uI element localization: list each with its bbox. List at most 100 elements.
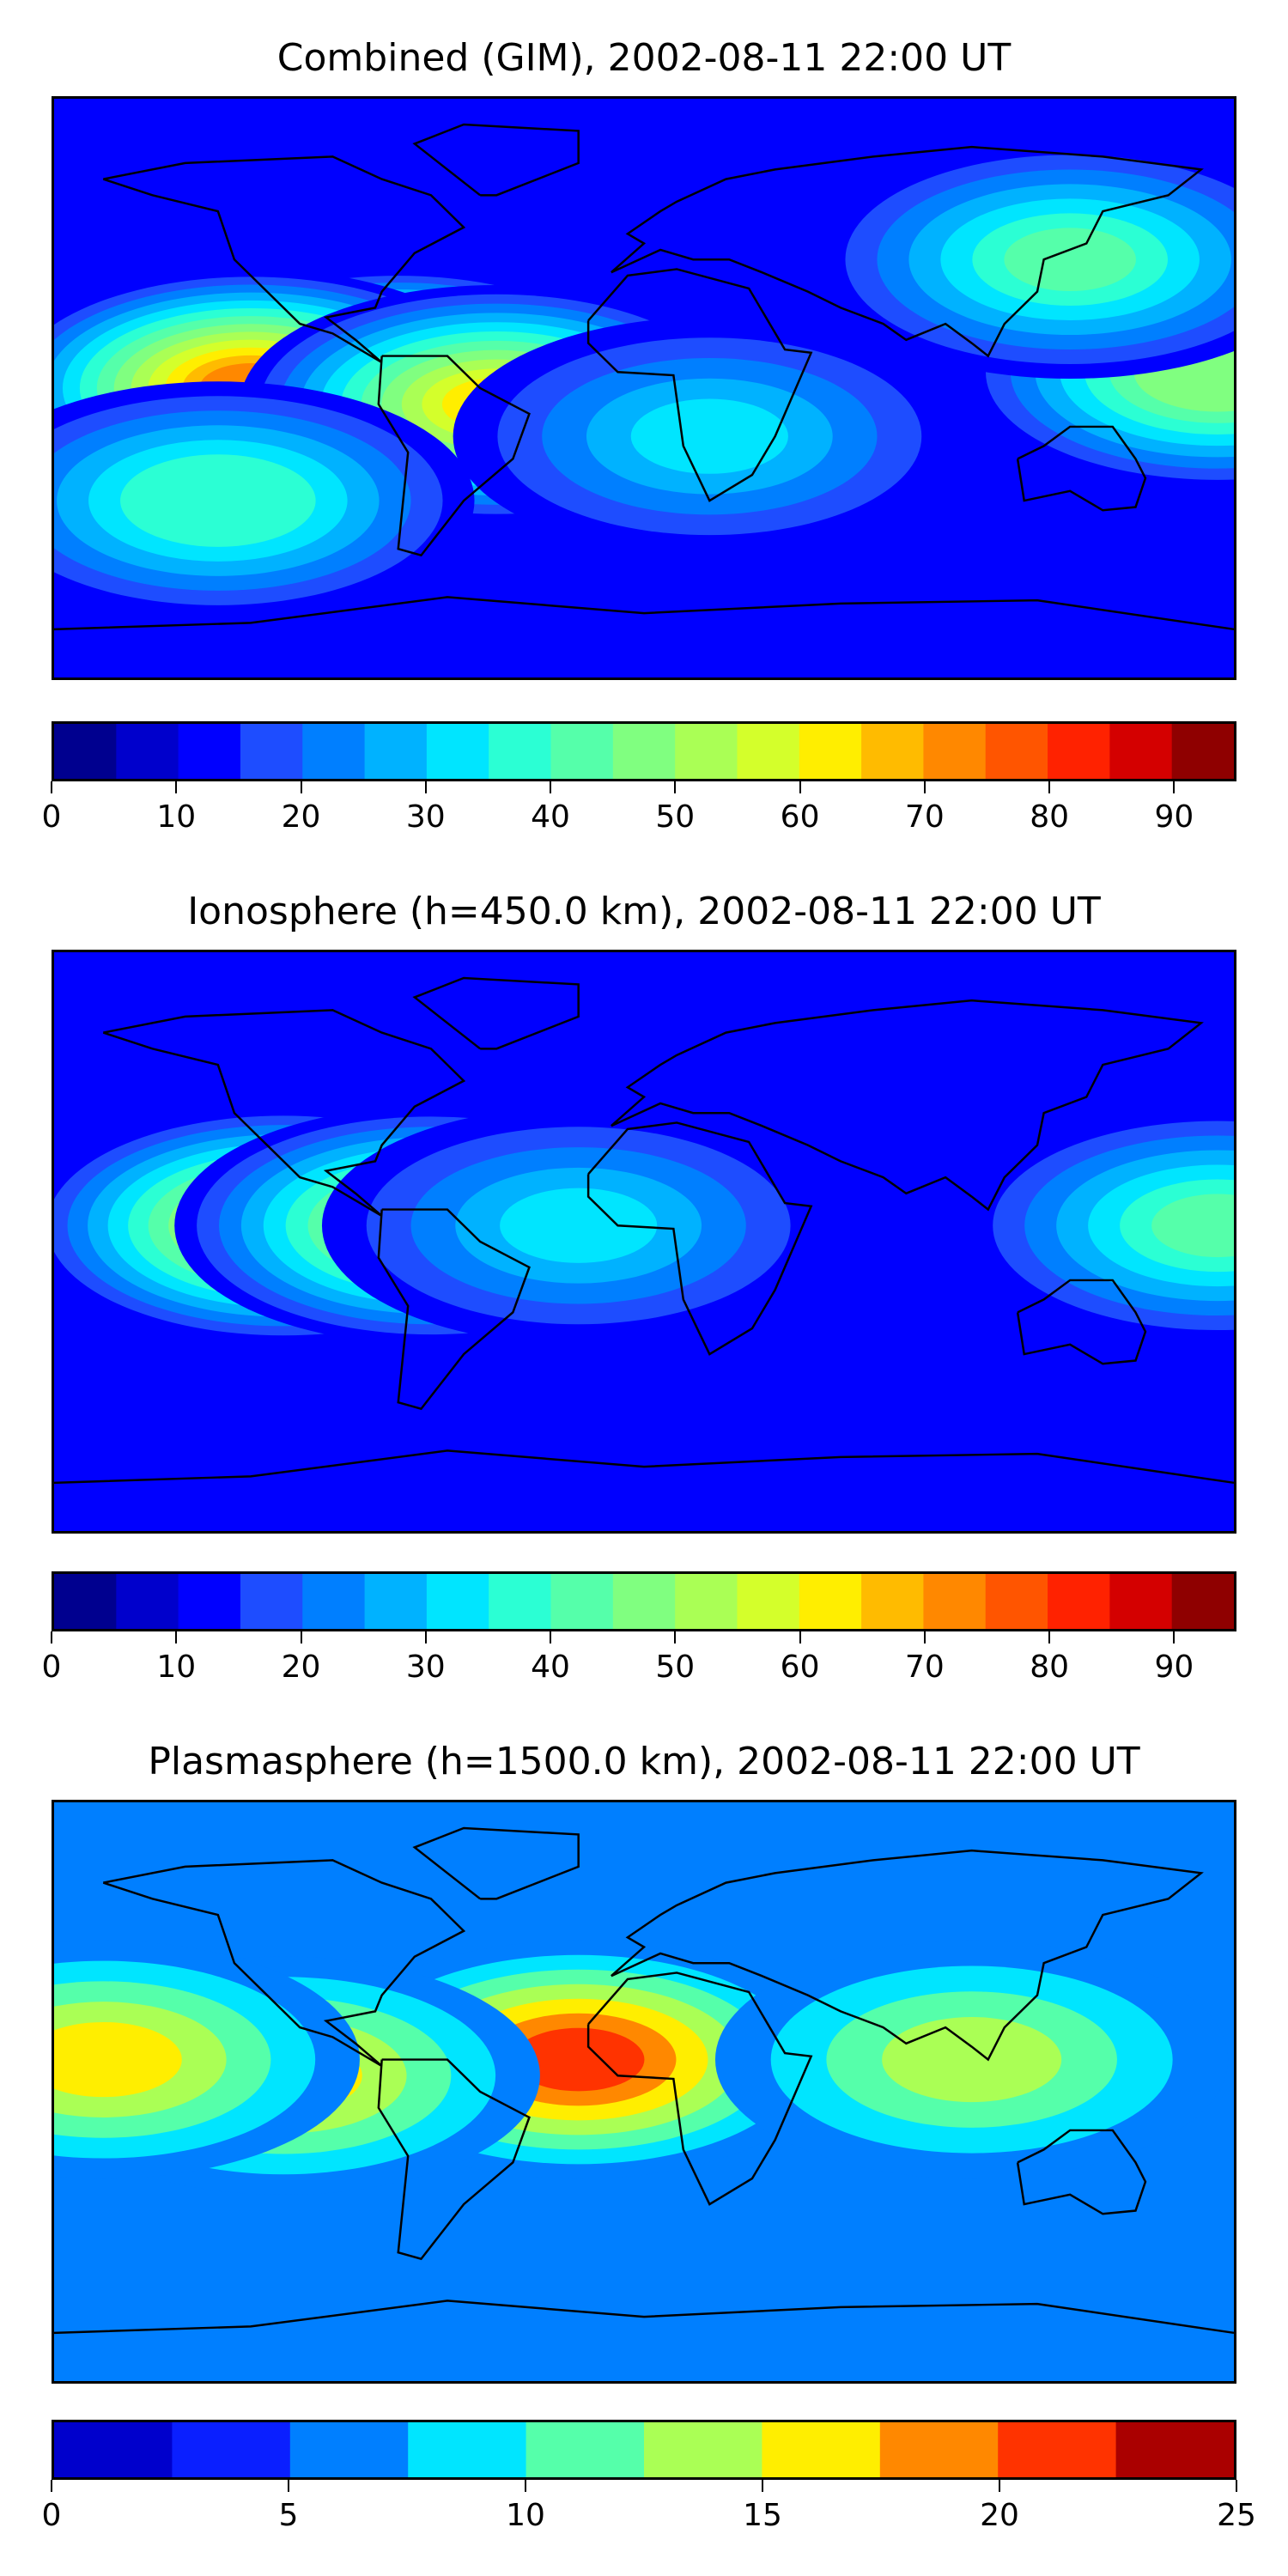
colorbar-swatch-4 xyxy=(526,2422,645,2477)
colorbar-tick-label: 15 xyxy=(743,2498,782,2533)
colorbar-tick-mark xyxy=(175,781,178,793)
colorbar-tick-label: 70 xyxy=(904,1649,945,1685)
contour-level-0-6 xyxy=(512,2027,645,2092)
colorbar-tick-mark xyxy=(674,1631,677,1643)
contour-level-3-4 xyxy=(500,1188,658,1263)
colorbar-tick-mark xyxy=(424,1631,427,1643)
coastline-2 xyxy=(586,1971,813,2206)
colorbar-swatch-1 xyxy=(172,2422,291,2477)
colorbar-swatch-3 xyxy=(240,1574,303,1629)
panel-3-title: Plasmasphere (h=1500.0 km), 2002-08-11 2… xyxy=(148,1740,1140,1783)
colorbar-tick-label: 50 xyxy=(655,799,696,835)
colorbar-tick-label: 60 xyxy=(780,1649,820,1685)
colorbar-swatch-9 xyxy=(612,1574,676,1629)
colorbar-tick-label: 30 xyxy=(405,1649,446,1685)
colorbar-tick-label: 50 xyxy=(655,1649,696,1685)
coastline-6 xyxy=(54,2300,1234,2335)
colorbar-swatch-1 xyxy=(116,1574,179,1629)
panel-1-colorbar-ticks: 0 10 20 30 40 50 60 70 80 90 xyxy=(42,781,1236,835)
panel-2-colorbar xyxy=(52,1571,1236,1631)
colorbar-tick-mark xyxy=(300,1631,302,1643)
colorbar-tick-mark xyxy=(923,1631,926,1643)
colorbar-tick-label: 60 xyxy=(780,799,820,835)
colorbar-swatch-17 xyxy=(1109,724,1173,779)
colorbar-tick-label: 5 xyxy=(278,2498,299,2533)
contour-level-6-5 xyxy=(120,454,316,547)
colorbar-swatch-14 xyxy=(923,724,987,779)
colorbar-tick-mark xyxy=(923,781,926,793)
colorbar-swatch-3 xyxy=(240,724,303,779)
colorbar-swatch-13 xyxy=(861,724,924,779)
colorbar-tick-label: 40 xyxy=(531,1649,570,1685)
colorbar-swatch-2 xyxy=(178,1574,241,1629)
colorbar-tick-mark xyxy=(288,2480,289,2492)
colorbar-swatch-18 xyxy=(1171,724,1234,779)
colorbar-swatch-17 xyxy=(1109,1574,1173,1629)
contour-level-2-6 xyxy=(1151,1194,1234,1258)
colorbar-swatch-10 xyxy=(675,1574,738,1629)
colorbar-tick-label: 10 xyxy=(506,2498,545,2533)
colorbar-swatch-12 xyxy=(799,724,862,779)
colorbar-tick-mark xyxy=(799,781,801,793)
colorbar-swatch-4 xyxy=(302,1574,366,1629)
colorbar-swatch-1 xyxy=(116,724,179,779)
coastline-6 xyxy=(54,596,1234,631)
coastline-5 xyxy=(412,123,580,197)
colorbar-swatch-8 xyxy=(550,724,614,779)
coastline-1 xyxy=(377,355,531,557)
colorbar-swatch-11 xyxy=(737,724,800,779)
colorbar-tick-label: 0 xyxy=(41,2498,62,2533)
contour-level-4-6 xyxy=(1004,228,1136,292)
coastline-3 xyxy=(611,999,1204,1212)
colorbar-tick-mark xyxy=(424,781,427,793)
colorbar-swatch-3 xyxy=(408,2422,527,2477)
panel-2-field xyxy=(54,952,1234,1531)
colorbar-tick-mark xyxy=(300,781,302,793)
coastline-4 xyxy=(1016,425,1147,512)
colorbar-tick-label: 0 xyxy=(41,1649,62,1685)
colorbar-tick-label: 20 xyxy=(281,1649,321,1685)
colorbar-swatch-0 xyxy=(54,2422,173,2477)
colorbar-swatch-18 xyxy=(1171,1574,1234,1629)
colorbar-tick-mark xyxy=(51,2480,52,2492)
colorbar-tick-mark xyxy=(51,781,52,793)
panel-2-map xyxy=(52,950,1236,1534)
colorbar-tick-mark xyxy=(525,2480,526,2492)
colorbar-tick-label: 20 xyxy=(281,799,321,835)
colorbar-tick-label: 25 xyxy=(1217,2498,1256,2533)
colorbar-tick-label: 10 xyxy=(156,1649,197,1685)
colorbar-tick-label: 80 xyxy=(1030,1649,1069,1685)
colorbar-swatch-7 xyxy=(489,1574,552,1629)
panel-3-colorbar xyxy=(52,2420,1236,2480)
coastline-0 xyxy=(102,1859,466,2068)
colorbar-swatch-2 xyxy=(289,2422,409,2477)
panel-1-field xyxy=(54,99,1234,677)
colorbar-swatch-16 xyxy=(1048,1574,1110,1629)
colorbar-swatch-11 xyxy=(737,1574,800,1629)
colorbar-tick-mark xyxy=(762,2480,763,2492)
colorbar-swatches xyxy=(54,1574,1234,1629)
colorbar-tick-label: 80 xyxy=(1030,799,1069,835)
coastline-0 xyxy=(102,1009,466,1218)
colorbar-tick-label: 70 xyxy=(904,799,945,835)
coastline-4 xyxy=(1016,1279,1147,1365)
colorbar-swatch-10 xyxy=(675,724,738,779)
contour-level-3-3 xyxy=(882,2016,1062,2103)
colorbar-swatch-13 xyxy=(861,1574,924,1629)
colorbar-tick-label: 40 xyxy=(531,799,570,835)
panel-2-colorbar-ticks: 0 10 20 30 40 50 60 70 80 90 xyxy=(42,1631,1236,1685)
colorbar-tick-mark xyxy=(999,2480,1000,2492)
panel-1-title: Combined (GIM), 2002-08-11 22:00 UT xyxy=(276,36,1012,80)
colorbar-swatch-12 xyxy=(799,1574,862,1629)
colorbar-swatch-0 xyxy=(54,724,117,779)
colorbar-tick-label: 10 xyxy=(156,799,197,835)
coastline-5 xyxy=(412,976,580,1050)
colorbar-swatch-9 xyxy=(1115,2422,1234,2477)
coastline-6 xyxy=(54,1449,1234,1485)
colorbar-swatch-7 xyxy=(879,2422,999,2477)
colorbar-swatch-15 xyxy=(985,724,1048,779)
contour-level-5-4 xyxy=(630,398,788,474)
colorbar-swatch-6 xyxy=(426,1574,489,1629)
panel-2-title: Ionosphere (h=450.0 km), 2002-08-11 22:0… xyxy=(187,890,1101,933)
coastline-1 xyxy=(377,2058,531,2261)
